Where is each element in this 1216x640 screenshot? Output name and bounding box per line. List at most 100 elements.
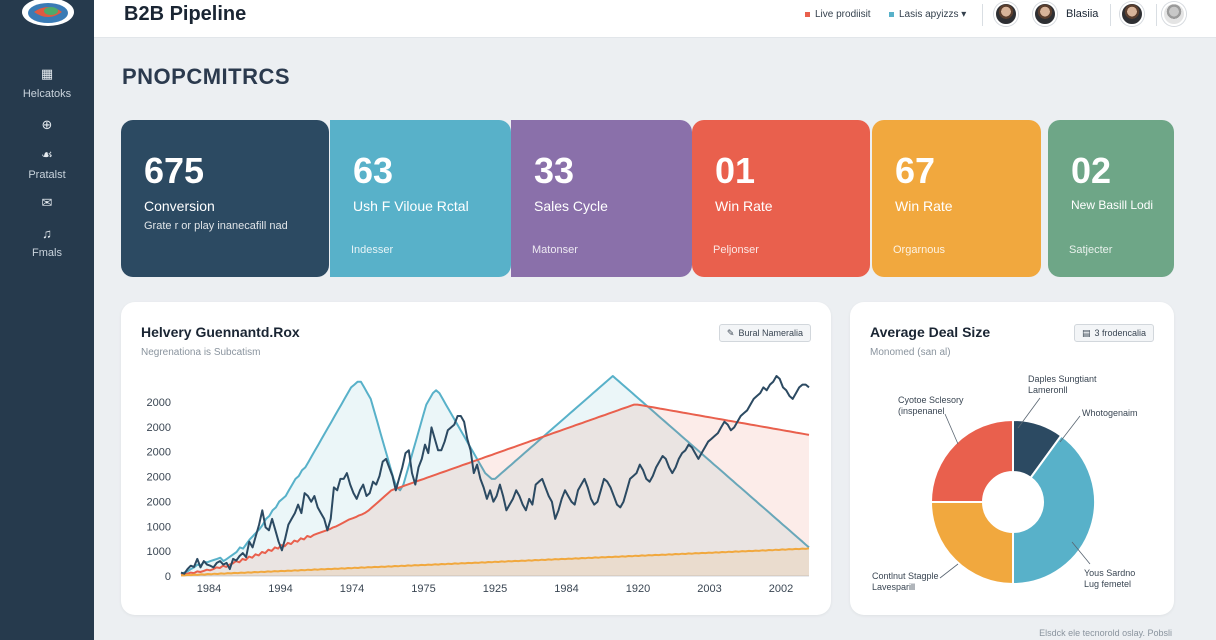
x-tick-label: 1984 [197, 583, 221, 595]
filter-chip[interactable]: ✎ Bural Nameralia [718, 324, 811, 342]
target-icon: ⊕ [41, 117, 53, 132]
avatar[interactable] [1162, 2, 1186, 26]
kpi-label: Win Rate [895, 198, 953, 214]
kpi-footer: Orgarnous [893, 244, 945, 256]
divider [1110, 4, 1111, 26]
sidebar-item-target[interactable]: ⊕ [0, 117, 94, 139]
y-tick-label: 2000 [147, 472, 171, 484]
donut-chart-card: Average Deal Size Monomed (san al) ▤ 3 fr… [850, 302, 1174, 615]
kpi-value: 01 [715, 150, 756, 191]
chip-label: Bural Nameralia [738, 328, 803, 338]
logo-icon[interactable] [20, 0, 76, 30]
line-chart: 0 1000 1000 2000 2000 2000 2000 2000 1984 1994 197… [147, 375, 810, 595]
kpi-card-sales-cycle[interactable]: 33 Sales Cycle Matonser [511, 120, 692, 277]
donut-slice-label: Whotogenaim [1082, 408, 1138, 418]
x-tick-label: 1925 [483, 583, 507, 595]
y-tick-label: 2000 [147, 447, 171, 459]
kpi-label: Sales Cycle [534, 198, 608, 214]
callout-line [1017, 397, 1041, 429]
donut-slice-label: Cyotoe Sclesory [898, 395, 964, 405]
sidebar-item-pratalst[interactable]: ☙ Pratalst [0, 147, 94, 181]
sidebar-item-fmals[interactable]: ♫ Fmals [0, 226, 94, 259]
legend-lasis-dropdown[interactable]: Lasis apyizzs ▾ [889, 9, 966, 20]
kpi-footer: Indesser [351, 244, 394, 256]
y-tick-label: 1000 [147, 546, 171, 558]
sidebar-item-helcatoks[interactable]: ▦ Helcatoks [0, 66, 94, 100]
divider [982, 4, 983, 26]
topbar: B2B Pipeline Live prodiisit Lasis apyizz… [94, 0, 1216, 38]
card-subtitle: Monomed (san al) [870, 347, 951, 358]
kpi-label: Win Rate [715, 198, 773, 214]
sidebar-item-mail[interactable]: ✉ [0, 195, 94, 217]
section-title: PNOPCMITRCS [122, 64, 291, 89]
grid-icon: ▦ [40, 66, 54, 81]
kpi-value: 33 [534, 150, 575, 191]
series-line-red [180, 403, 810, 576]
avatar[interactable] [1120, 2, 1144, 26]
kpi-footer: Satjecter [1069, 244, 1113, 256]
kpi-value: 675 [144, 150, 205, 191]
user-name[interactable]: Blasiia [1066, 8, 1099, 20]
donut-slice-label: Lameronll [1028, 385, 1068, 395]
kpi-card-win-rate-2[interactable]: 67 Win Rate Orgarnous [872, 120, 1041, 277]
y-tick-label: 2000 [147, 397, 171, 409]
legend-live-label: Live prodiisit [815, 9, 871, 20]
donut-slice-label: Yous Sardno [1084, 568, 1135, 578]
tag-icon: ✎ [726, 328, 735, 338]
sidebar-item-label: Fmals [32, 247, 62, 259]
kpi-card-conversion[interactable]: 675 Conversion Grate r or play inanecafi… [121, 120, 329, 277]
sidebar: ▦ Helcatoks ⊕ ☙ Pratalst ✉ ♫ Fmals [0, 0, 94, 640]
series-line-orange [181, 547, 810, 577]
donut-slice-label: Lug femetel [1084, 579, 1131, 589]
kpi-card-value[interactable]: 63 Ush F Viloue Rctal Indesser [330, 120, 511, 277]
kpi-footer: Peljonser [713, 244, 759, 256]
kpi-subtext: Grate r or play inanecafill nad [144, 220, 288, 232]
card-title: Average Deal Size [870, 324, 991, 340]
x-tick-label: 1974 [340, 583, 364, 595]
avatar[interactable] [1033, 2, 1057, 26]
legend-dot-icon [805, 11, 810, 17]
x-tick-label: 1920 [626, 583, 650, 595]
donut-slice [1012, 434, 1096, 586]
donut-slice [929, 501, 1014, 586]
callout-line [939, 563, 959, 579]
music-icon: ♫ [42, 226, 52, 241]
series-area-red [181, 404, 809, 576]
x-tick-label: 2003 [697, 583, 721, 595]
kpi-footer: Matonser [532, 244, 578, 256]
y-tick-label: 2000 [147, 422, 171, 434]
people-icon: ☙ [41, 147, 53, 162]
avatar[interactable] [994, 2, 1018, 26]
legend-live[interactable]: Live prodiisit [805, 9, 871, 20]
callout-line [1071, 541, 1091, 565]
donut-slice-label: Contlnut Stagple [872, 571, 939, 581]
callout-line [1059, 415, 1081, 443]
chevron-down-icon: ▾ [961, 9, 967, 20]
x-tick-label: 1975 [411, 583, 435, 595]
y-tick-label: 2000 [147, 496, 171, 508]
line-chart-card: Helvery Guennantd.Rox Negrenationa is Su… [121, 302, 831, 615]
donut-slice-label: Daples Sungtiant [1028, 374, 1097, 384]
filter-chip[interactable]: ▤ 3 frodencalia [1073, 324, 1154, 342]
legend-lasis-label: Lasis apyizzs [899, 9, 959, 20]
donut-slice-label: (inspenanel [898, 406, 945, 416]
y-tick-label: 0 [165, 571, 171, 583]
mail-icon: ✉ [41, 195, 53, 210]
series-line-navy [180, 375, 810, 575]
x-tick-label: 1994 [268, 583, 292, 595]
kpi-value: 02 [1071, 150, 1112, 191]
kpi-value: 63 [353, 150, 394, 191]
y-tick-label: 1000 [147, 521, 171, 533]
sidebar-item-label: Pratalst [28, 169, 66, 181]
divider [1156, 4, 1157, 26]
kpi-label: Ush F Viloue Rctal [353, 198, 469, 214]
kpi-card-win-rate[interactable]: 01 Win Rate Peljonser [692, 120, 870, 277]
kpi-label: New Basill Lodi [1071, 198, 1154, 212]
sidebar-item-label: Helcatoks [22, 88, 72, 100]
x-tick-label: 1984 [554, 583, 578, 595]
donut-slice [929, 418, 1014, 503]
kpi-card-new-basill[interactable]: 02 New Basill Lodi Satjecter [1048, 120, 1174, 277]
series-line-teal [180, 375, 810, 575]
footer-text: Elsdck ele tecnorold oslay. Pobsli [1039, 628, 1172, 638]
